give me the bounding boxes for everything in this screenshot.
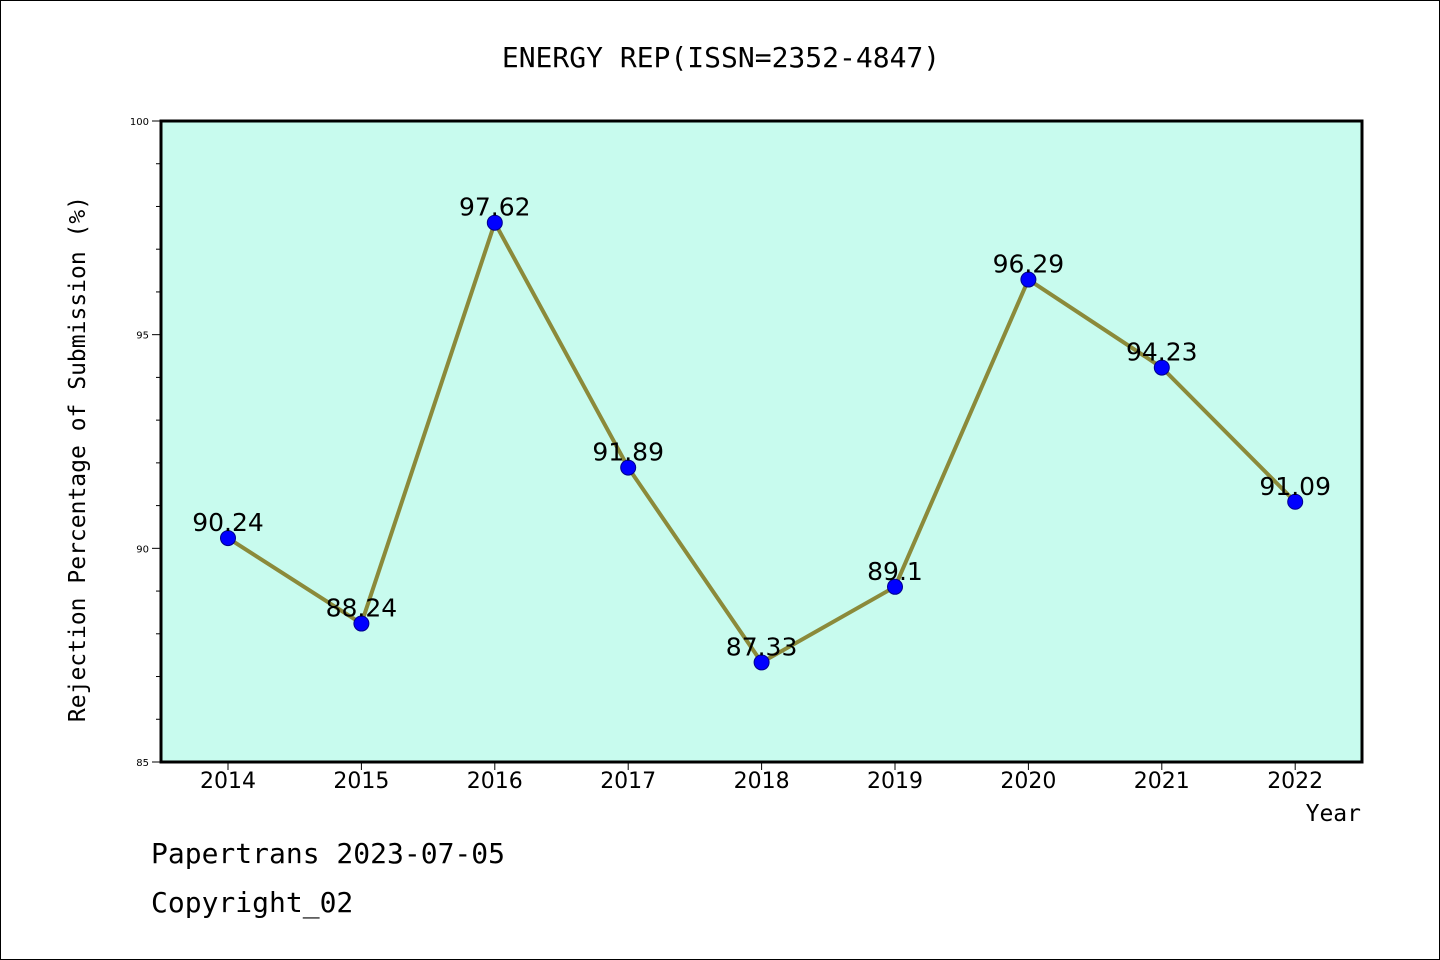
footer-date: Papertrans 2023-07-05: [151, 837, 506, 870]
y-tick-label: 90: [136, 544, 149, 555]
x-tick-label: 2018: [734, 769, 790, 794]
x-tick-label: 2020: [1000, 769, 1056, 794]
data-label: 90.24: [192, 508, 264, 537]
data-point: [1153, 359, 1170, 376]
data-point: [753, 654, 770, 671]
data-label: 94.23: [1126, 338, 1198, 367]
y-tick-label: 85: [136, 758, 149, 769]
data-label: 89.1: [867, 557, 923, 586]
y-axis-label: Rejection Percentage of Submission (%): [65, 196, 91, 722]
plot-frame: [159, 119, 1364, 764]
data-label: 91.89: [592, 438, 664, 467]
data-point: [1287, 493, 1304, 510]
x-tick-label: 2022: [1267, 769, 1323, 794]
x-tick-label: 2019: [867, 769, 923, 794]
data-label: 87.33: [726, 632, 798, 661]
data-label: 97.62: [459, 193, 531, 222]
x-tick-label: 2014: [200, 769, 256, 794]
data-point: [620, 459, 637, 476]
data-point: [887, 578, 903, 595]
data-point: [220, 530, 236, 547]
y-tick-label: 95: [136, 331, 149, 342]
data-point: [1020, 271, 1037, 288]
data-labels: 90.24 88.24 97.62 91.89 87.33 89.1 96.29 94.23 9…: [192, 193, 1331, 662]
x-tick-label: 2017: [600, 769, 656, 794]
footer-copyright: Copyright_02: [151, 886, 354, 919]
chart-title: ENERGY REP(ISSN=2352-4847): [502, 41, 940, 74]
x-axis-label: Year: [1306, 801, 1361, 827]
data-label: 88.24: [326, 594, 398, 623]
data-label: 96.29: [993, 250, 1065, 279]
data-label: 91.09: [1259, 472, 1331, 501]
y-tick-label: 100: [130, 117, 149, 128]
data-point: [486, 214, 503, 231]
x-tick-label: 2015: [333, 769, 389, 794]
x-tick-label: 2016: [467, 769, 523, 794]
x-tick-label: 2021: [1134, 769, 1190, 794]
axis-ticks: 85 90 95 100 2014 2015 2016 2017 2018 2019 2020 202…: [130, 117, 1323, 794]
data-series: [220, 214, 1304, 671]
data-point: [353, 615, 370, 632]
